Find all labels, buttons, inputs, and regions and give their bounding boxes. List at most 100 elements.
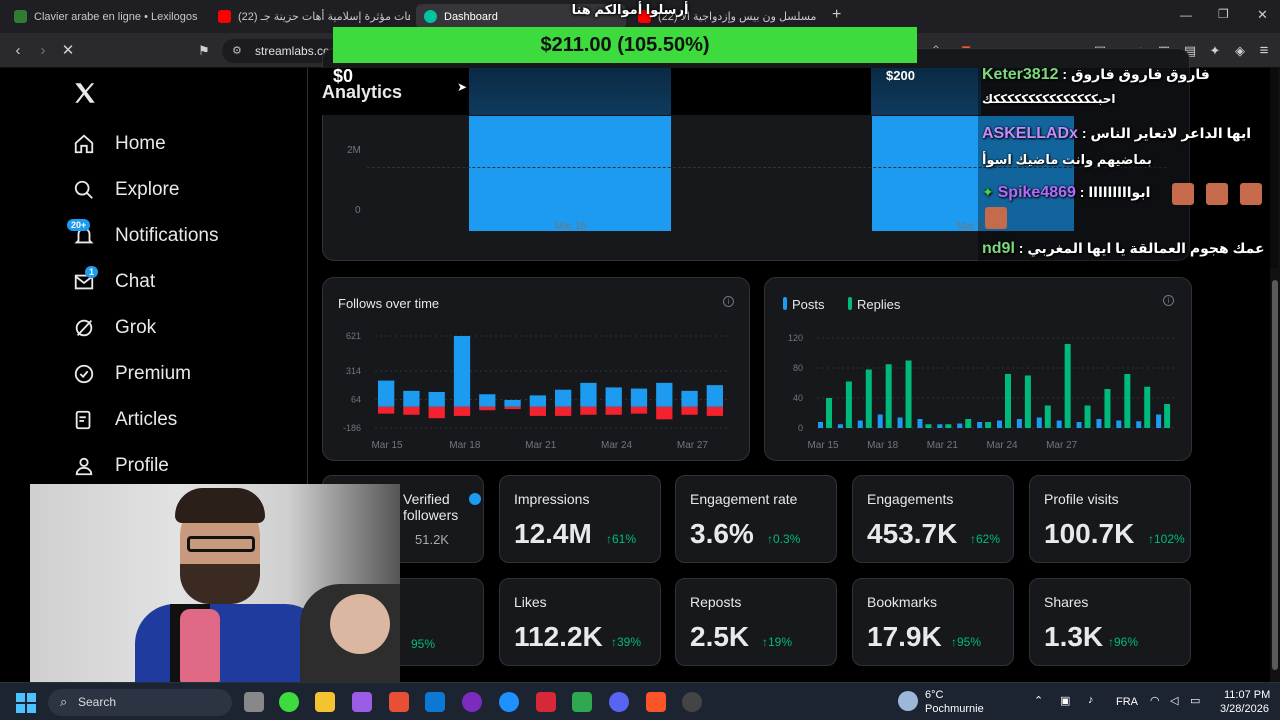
new-tab-button[interactable]: +: [832, 6, 842, 23]
replies-bar[interactable]: [1024, 375, 1031, 429]
replies-bar[interactable]: [985, 422, 992, 428]
brave-icon[interactable]: [646, 692, 666, 712]
stat-engagements[interactable]: Engagements 453.7K ↑62%: [852, 475, 1014, 563]
replies-bar[interactable]: [1005, 374, 1011, 428]
nav-articles[interactable]: Articles: [72, 405, 177, 435]
posts-bar[interactable]: [1096, 419, 1102, 428]
stat-impressions[interactable]: Impressions 12.4M ↑61%: [499, 475, 661, 563]
tray-chevron-icon[interactable]: ⌃: [1034, 695, 1044, 707]
follows-bar-positive[interactable]: [605, 387, 622, 407]
replies-bar[interactable]: [1044, 405, 1051, 429]
weather-place[interactable]: Pochmurnie: [925, 703, 984, 715]
obs-icon[interactable]: [462, 692, 482, 712]
posts-bar[interactable]: [897, 417, 903, 429]
info-icon[interactable]: i: [1163, 295, 1174, 306]
follows-bar-positive[interactable]: [580, 382, 597, 407]
follows-bar-positive[interactable]: [706, 385, 723, 407]
clock-time[interactable]: 11:07 PM: [1224, 689, 1271, 701]
window-maximize-button[interactable]: ❐: [1218, 7, 1229, 21]
follows-bar-negative[interactable]: [605, 406, 622, 415]
scrollbar-thumb[interactable]: [1272, 280, 1278, 670]
follows-bar-positive[interactable]: [428, 391, 445, 407]
replies-bar[interactable]: [945, 424, 952, 428]
posts-bar[interactable]: [957, 423, 963, 429]
replies-bar[interactable]: [1124, 374, 1131, 428]
back-icon[interactable]: ‹: [15, 42, 21, 59]
vpn-icon[interactable]: ◈: [1235, 43, 1245, 58]
word-icon[interactable]: [536, 692, 556, 712]
replies-bar[interactable]: [1104, 389, 1111, 428]
stat-likes[interactable]: Likes 112.2K ↑39%: [499, 578, 661, 666]
copilot-icon[interactable]: [352, 692, 372, 712]
posts-bar[interactable]: [917, 419, 923, 428]
legend-posts[interactable]: Posts: [792, 297, 825, 312]
window-close-button[interactable]: ✕: [1257, 7, 1268, 22]
stat-profile-visits[interactable]: Profile visits 100.7K ↑102%: [1029, 475, 1191, 563]
stat-reposts[interactable]: Reposts 2.5K ↑19%: [675, 578, 837, 666]
tray-app-icon[interactable]: ▣: [1060, 695, 1071, 707]
replies-bar[interactable]: [1144, 386, 1151, 428]
store-icon[interactable]: [425, 692, 445, 712]
x-logo-icon[interactable]: [72, 80, 98, 106]
posts-bar[interactable]: [1036, 417, 1042, 429]
posts-bar[interactable]: [1076, 422, 1082, 428]
follows-bar-positive[interactable]: [656, 382, 673, 407]
posts-bar[interactable]: [1016, 419, 1022, 428]
follows-bar-positive[interactable]: [529, 395, 546, 407]
posts-bar[interactable]: [857, 420, 863, 429]
address-text[interactable]: streamlabs.com: [255, 44, 340, 58]
nav-premium[interactable]: Premium: [72, 359, 191, 389]
weather-icon[interactable]: [898, 691, 918, 711]
weather-temp[interactable]: 6°C: [925, 689, 944, 701]
stat-shares[interactable]: Shares 1.3K ↑96%: [1029, 578, 1191, 666]
windows-start-icon[interactable]: [16, 693, 36, 713]
follows-bar-negative[interactable]: [630, 406, 648, 414]
discord-icon[interactable]: [609, 692, 629, 712]
replies-bar[interactable]: [1084, 405, 1091, 429]
posts-bar[interactable]: [818, 422, 823, 428]
follows-bar-positive[interactable]: [403, 390, 420, 407]
stop-loading-icon[interactable]: ✕: [61, 42, 75, 59]
follows-bar-negative[interactable]: [479, 406, 496, 411]
follows-bar-positive[interactable]: [479, 394, 496, 407]
app-icon[interactable]: [389, 692, 409, 712]
site-info-icon[interactable]: ⚙: [232, 45, 242, 57]
follows-bar-positive[interactable]: [630, 388, 648, 407]
steam-icon[interactable]: [682, 692, 702, 712]
edge-icon[interactable]: [499, 692, 519, 712]
follows-bar-positive[interactable]: [378, 380, 395, 407]
replies-bar[interactable]: [885, 364, 892, 428]
nav-notifications[interactable]: Notifications: [72, 221, 219, 251]
replies-bar[interactable]: [845, 381, 852, 429]
replies-bar[interactable]: [925, 424, 932, 428]
posts-bar[interactable]: [1116, 420, 1122, 429]
nav-grok[interactable]: Grok: [72, 313, 156, 343]
nav-chat[interactable]: Chat: [72, 267, 155, 297]
posts-bar[interactable]: [997, 420, 1002, 429]
stat-bookmarks[interactable]: Bookmarks 17.9K ↑95%: [852, 578, 1014, 666]
follows-bar-negative[interactable]: [403, 406, 420, 415]
taskbar-search[interactable]: ⌕ Search: [48, 689, 232, 716]
replies-bar[interactable]: [965, 419, 972, 428]
bookmark-icon[interactable]: ⚑: [198, 43, 210, 58]
stat-engagement-rate[interactable]: Engagement rate 3.6% ↑0.3%: [675, 475, 837, 563]
replies-bar[interactable]: [826, 398, 832, 428]
legend-replies[interactable]: Replies: [857, 297, 901, 312]
mic-icon[interactable]: ♪: [1088, 694, 1094, 706]
posts-bar[interactable]: [937, 424, 943, 428]
follows-bar-negative[interactable]: [706, 406, 723, 416]
follows-bar-negative[interactable]: [656, 406, 673, 420]
posts-bar[interactable]: [1136, 421, 1142, 428]
follows-bar-positive[interactable]: [453, 336, 471, 407]
follows-bar-negative[interactable]: [378, 406, 395, 414]
replies-bar[interactable]: [1064, 344, 1071, 428]
wifi-icon[interactable]: ◠: [1150, 695, 1160, 707]
nav-profile[interactable]: Profile: [72, 451, 169, 481]
battery-icon[interactable]: ▭: [1190, 695, 1201, 707]
nav-explore[interactable]: Explore: [72, 175, 179, 205]
utorrent-icon[interactable]: [572, 692, 592, 712]
file-explorer-icon[interactable]: [315, 692, 335, 712]
posts-bar[interactable]: [1056, 420, 1062, 429]
xbox-icon[interactable]: [279, 692, 299, 712]
replies-bar[interactable]: [905, 360, 912, 429]
